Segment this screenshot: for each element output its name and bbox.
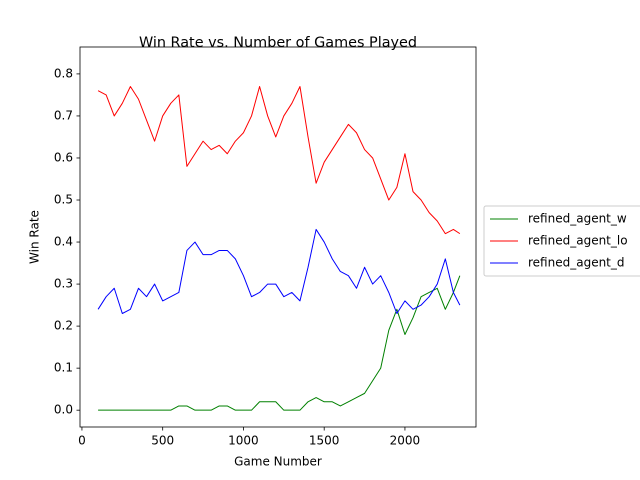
y-axis-label: Win Rate <box>28 210 42 264</box>
data-line <box>98 275 461 411</box>
x-tick-label: 1500 <box>309 434 340 448</box>
legend-label: refined_agent_w <box>528 212 627 226</box>
chart-title: Win Rate vs. Number of Games Played <box>139 35 417 51</box>
x-tick-label: 1000 <box>228 434 259 448</box>
legend-label: refined_agent_d <box>528 256 625 270</box>
y-tick-label: 0.3 <box>54 277 73 291</box>
y-tick-label: 0.2 <box>54 319 73 333</box>
x-axis-label: Game Number <box>234 455 322 469</box>
x-tick-label: 500 <box>151 434 174 448</box>
y-tick-label: 0.6 <box>54 150 73 164</box>
data-line <box>97 86 461 235</box>
y-tick-label: 0.8 <box>54 66 73 80</box>
x-tick-label: 2000 <box>390 434 421 448</box>
data-line <box>97 228 461 315</box>
plot-frame <box>79 46 477 428</box>
y-tick-label: 0.4 <box>54 235 73 249</box>
legend-box <box>483 205 640 277</box>
x-tick-label: 0 <box>78 434 86 448</box>
y-tick-label: 0.7 <box>54 108 73 122</box>
legend-label: refined_agent_lo <box>528 234 628 248</box>
y-tick-label: 0.0 <box>54 403 73 417</box>
y-tick-label: 0.1 <box>54 361 73 375</box>
y-tick-label: 0.5 <box>54 193 73 207</box>
